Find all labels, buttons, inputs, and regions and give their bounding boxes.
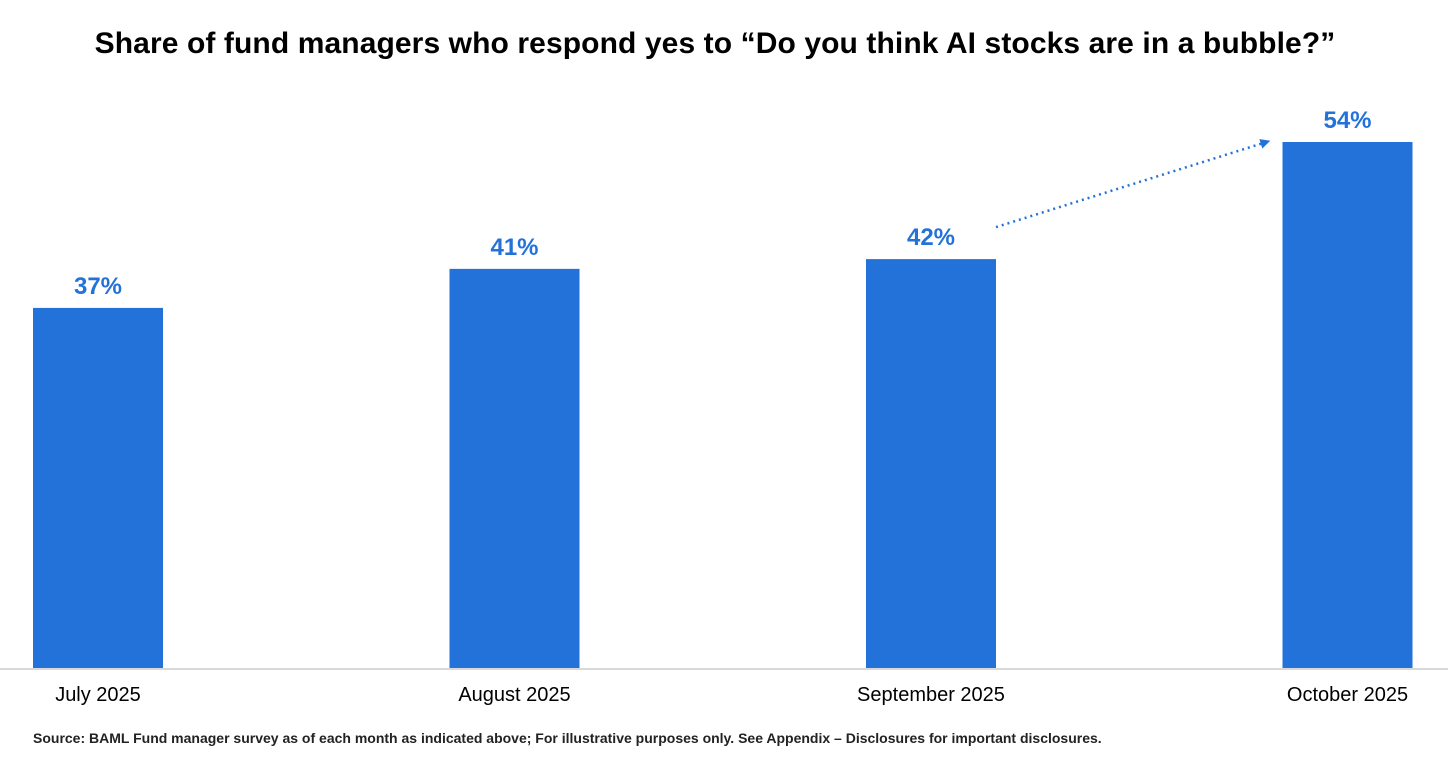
data-label: 54% [1323,107,1371,134]
bar-july-2025 [33,307,163,669]
x-tick-label: August 2025 [458,684,570,706]
data-label: 41% [490,234,538,261]
bar-august-2025 [449,268,580,669]
source-note: Source: BAML Fund manager survey as of e… [33,730,1102,746]
chart-title: Share of fund managers who respond yes t… [94,27,1336,60]
data-label: 42% [907,224,955,251]
bar-september-2025 [866,259,996,669]
x-tick-label: October 2025 [1287,684,1408,706]
data-label: 37% [74,273,122,300]
bar-october-2025 [1282,142,1413,669]
x-tick-label: July 2025 [55,684,141,706]
x-tick-label: September 2025 [857,684,1005,706]
trend-arrow [995,139,1271,229]
